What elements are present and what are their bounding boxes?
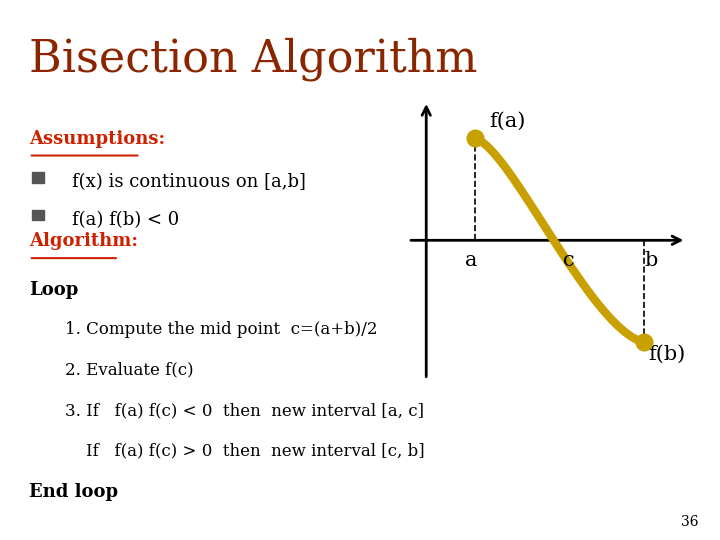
Text: Assumptions:: Assumptions: [29,130,165,147]
Text: f(x) is continuous on [a,b]: f(x) is continuous on [a,b] [72,173,306,191]
Text: Algorithm:: Algorithm: [29,232,138,250]
Text: a: a [465,251,478,269]
Text: c: c [562,251,574,269]
Text: f(a): f(a) [490,112,526,131]
Text: f(b): f(b) [648,345,685,364]
Text: f(a) f(b) < 0: f(a) f(b) < 0 [72,211,179,228]
Text: Bisection Algorithm: Bisection Algorithm [29,38,477,82]
Text: Loop: Loop [29,281,78,299]
Bar [32,210,44,220]
Text: End loop: End loop [29,483,118,501]
Text: 3. If   f(a) f(c) < 0  then  new interval [a, c]: 3. If f(a) f(c) < 0 then new interval [a… [65,402,424,419]
Bar [32,172,44,183]
Text: b: b [644,251,658,269]
Text: 1. Compute the mid point  c=(a+b)/2: 1. Compute the mid point c=(a+b)/2 [65,321,377,338]
Text: If   f(a) f(c) > 0  then  new interval [c, b]: If f(a) f(c) > 0 then new interval [c, b… [65,443,424,460]
Text: 2. Evaluate f(c): 2. Evaluate f(c) [65,362,194,379]
Text: 36: 36 [681,515,698,529]
